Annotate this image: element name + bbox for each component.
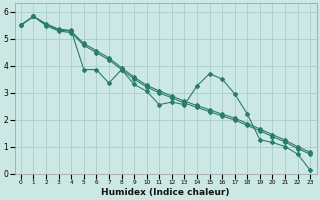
X-axis label: Humidex (Indice chaleur): Humidex (Indice chaleur): [101, 188, 230, 197]
